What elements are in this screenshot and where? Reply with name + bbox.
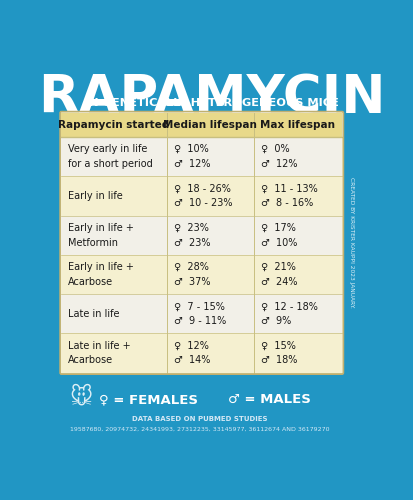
Text: 19587680, 20974732, 24341993, 27312235, 33145977, 36112674 AND 36179270: 19587680, 20974732, 24341993, 27312235, … bbox=[69, 427, 328, 432]
Text: Very early in life
for a short period: Very early in life for a short period bbox=[68, 144, 153, 169]
Text: ♀  12 - 18%
♂  9%: ♀ 12 - 18% ♂ 9% bbox=[260, 302, 317, 326]
Text: IN GENETICALLY HETEROGENEOUS MICE: IN GENETICALLY HETEROGENEOUS MICE bbox=[85, 98, 338, 108]
Text: Median lifespan: Median lifespan bbox=[163, 120, 256, 130]
Text: 🐭: 🐭 bbox=[69, 386, 92, 407]
Text: ♂ = MALES: ♂ = MALES bbox=[228, 393, 311, 406]
Text: Rapamycin started: Rapamycin started bbox=[58, 120, 169, 130]
Text: ♀  15%
♂  18%: ♀ 15% ♂ 18% bbox=[260, 340, 297, 365]
Text: Early in life: Early in life bbox=[68, 191, 123, 201]
Text: Early in life +
Metformin: Early in life + Metformin bbox=[68, 223, 134, 248]
Text: ♀  10%
♂  12%: ♀ 10% ♂ 12% bbox=[173, 144, 210, 169]
Text: RAPAMYCIN: RAPAMYCIN bbox=[38, 72, 385, 124]
Text: ♀  17%
♂  10%: ♀ 17% ♂ 10% bbox=[260, 223, 297, 248]
Text: ♀  11 - 13%
♂  8 - 16%: ♀ 11 - 13% ♂ 8 - 16% bbox=[260, 184, 317, 208]
Text: Max lifespan: Max lifespan bbox=[260, 120, 335, 130]
Text: ♀  7 - 15%
♂  9 - 11%: ♀ 7 - 15% ♂ 9 - 11% bbox=[173, 302, 225, 326]
Text: Early in life +
Acarbose: Early in life + Acarbose bbox=[68, 262, 134, 287]
Text: CREATED BY KRISTER KAUPPI 2023 JANUARY.: CREATED BY KRISTER KAUPPI 2023 JANUARY. bbox=[349, 178, 354, 308]
Text: ♀  18 - 26%
♂  10 - 23%: ♀ 18 - 26% ♂ 10 - 23% bbox=[173, 184, 232, 208]
Text: ♀  23%
♂  23%: ♀ 23% ♂ 23% bbox=[173, 223, 210, 248]
Text: Late in life: Late in life bbox=[68, 308, 120, 318]
Text: DATA BASED ON PUBMED STUDIES: DATA BASED ON PUBMED STUDIES bbox=[131, 416, 266, 422]
Text: ♀ = FEMALES: ♀ = FEMALES bbox=[98, 393, 197, 406]
Text: ♀  21%
♂  24%: ♀ 21% ♂ 24% bbox=[260, 262, 297, 287]
Text: ♀  12%
♂  14%: ♀ 12% ♂ 14% bbox=[173, 340, 209, 365]
Text: ♀  28%
♂  37%: ♀ 28% ♂ 37% bbox=[173, 262, 210, 287]
Text: ♀  0%
♂  12%: ♀ 0% ♂ 12% bbox=[260, 144, 297, 169]
Bar bbox=[61, 113, 341, 137]
Text: Late in life +
Acarbose: Late in life + Acarbose bbox=[68, 340, 131, 365]
FancyBboxPatch shape bbox=[60, 112, 342, 374]
